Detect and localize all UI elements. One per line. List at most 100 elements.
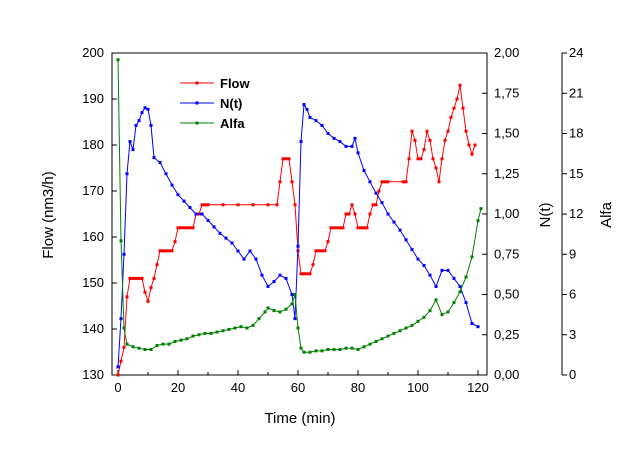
data-point-flow — [266, 203, 270, 207]
data-point-nt — [299, 140, 303, 144]
left-axis: 130 140 150 160 170 180 190 200 — [82, 45, 117, 382]
data-point-flow — [371, 203, 375, 207]
data-point-nt — [296, 244, 300, 248]
data-point-nt — [380, 201, 384, 205]
data-point-flow — [188, 226, 192, 230]
data-point-alfa — [299, 346, 303, 350]
data-point-alfa — [302, 350, 306, 354]
legend-label-alfa: Alfa — [220, 116, 245, 131]
legend-item-nt: N(t) — [180, 96, 242, 111]
x-tick-label: 0 — [114, 380, 121, 395]
data-point-alfa — [122, 326, 126, 330]
data-point-flow — [203, 203, 207, 207]
x-axis-title: Time (min) — [264, 410, 335, 427]
data-point-flow — [386, 180, 390, 184]
data-point-flow — [305, 272, 309, 276]
right-axis-nt-title: N(t) — [537, 203, 554, 228]
data-point-alfa — [143, 348, 147, 352]
data-point-alfa — [203, 331, 207, 335]
data-point-alfa — [215, 330, 219, 334]
data-point-nt — [476, 325, 480, 329]
left-tick-label: 140 — [82, 321, 104, 336]
data-point-flow — [410, 129, 414, 133]
data-point-flow — [350, 203, 354, 207]
data-point-nt — [374, 191, 378, 195]
right-nt-tick-label: 1,25 — [494, 166, 519, 181]
legend-label-flow: Flow — [220, 76, 250, 91]
right-alfa-tick-label: 24 — [569, 45, 583, 60]
data-point-alfa — [185, 337, 189, 341]
data-point-alfa — [422, 315, 426, 319]
data-point-alfa — [428, 309, 432, 313]
data-point-flow — [290, 180, 294, 184]
data-point-flow — [377, 189, 381, 193]
data-point-alfa — [167, 342, 171, 346]
data-point-alfa — [404, 326, 408, 330]
data-point-nt — [152, 156, 156, 160]
data-point-flow — [128, 276, 132, 280]
data-point-nt — [230, 241, 234, 245]
data-point-alfa — [233, 326, 237, 330]
data-point-alfa — [227, 327, 231, 331]
data-point-alfa — [356, 348, 360, 352]
data-point-alfa — [155, 343, 159, 347]
data-point-nt — [302, 103, 306, 107]
data-point-nt — [212, 225, 216, 229]
data-point-flow — [401, 180, 405, 184]
data-point-alfa — [368, 342, 372, 346]
data-point-nt — [446, 268, 450, 272]
data-point-nt — [119, 317, 123, 321]
x-tick-label: 20 — [171, 380, 185, 395]
data-point-flow — [200, 203, 204, 207]
legend-item-alfa: Alfa — [180, 116, 245, 131]
data-point-nt — [290, 293, 294, 296]
data-point-flow — [170, 249, 174, 253]
data-point-alfa — [398, 329, 402, 333]
data-point-nt — [308, 115, 312, 119]
data-point-alfa — [284, 307, 288, 311]
data-point-alfa — [458, 290, 462, 294]
data-point-flow — [158, 249, 162, 253]
data-point-flow — [308, 272, 312, 276]
data-point-alfa — [245, 326, 249, 330]
data-point-nt — [386, 212, 390, 216]
data-point-alfa — [125, 342, 129, 346]
data-point-alfa — [374, 339, 378, 343]
data-point-flow — [458, 83, 462, 87]
data-point-flow — [425, 129, 429, 133]
data-point-flow — [443, 138, 447, 142]
data-point-flow — [149, 286, 153, 290]
series-line-flow — [117, 85, 476, 376]
data-point-flow — [356, 226, 360, 230]
left-tick-label: 130 — [82, 367, 104, 382]
data-point-nt — [149, 123, 153, 127]
data-point-nt — [332, 136, 336, 140]
data-point-nt — [272, 280, 276, 284]
data-point-nt — [236, 249, 240, 253]
data-point-flow — [380, 180, 384, 184]
right-nt-tick-label: 0,00 — [494, 367, 519, 382]
data-point-flow — [440, 157, 444, 161]
data-point-flow — [362, 226, 366, 230]
data-point-flow — [185, 226, 189, 230]
data-point-flow — [407, 157, 411, 161]
data-point-flow — [428, 138, 432, 142]
left-tick-label: 170 — [82, 183, 104, 198]
right-axis-alfa: 0 3 6 9 12 15 18 21 24 — [561, 45, 583, 382]
data-point-flow — [368, 212, 372, 216]
right-alfa-tick-label: 9 — [569, 246, 576, 261]
data-point-nt — [356, 151, 360, 155]
data-point-flow — [404, 180, 408, 184]
data-point-alfa — [476, 219, 480, 223]
right-alfa-tick-label: 6 — [569, 287, 576, 302]
x-tick-label: 80 — [351, 380, 365, 395]
data-point-nt — [137, 119, 141, 123]
data-point-alfa — [446, 310, 450, 314]
data-point-flow — [191, 226, 195, 230]
data-point-flow — [287, 157, 291, 161]
legend: Flow N(t) Alfa — [180, 76, 250, 131]
data-point-nt — [140, 111, 144, 115]
right-axis-alfa-title: Alfa — [598, 201, 615, 228]
data-point-flow — [173, 240, 177, 244]
